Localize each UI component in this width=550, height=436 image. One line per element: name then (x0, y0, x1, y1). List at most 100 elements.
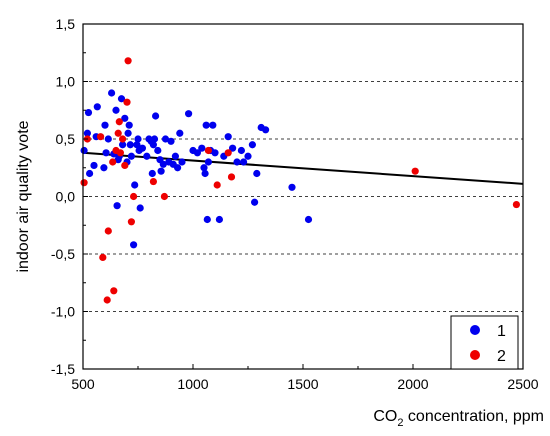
data-point-series-1 (178, 158, 186, 166)
data-point-series-1 (193, 149, 201, 157)
data-point-series-1 (202, 121, 210, 129)
legend-marker-series-2 (470, 350, 480, 360)
legend: 1 2 (450, 315, 519, 370)
data-point-series-1 (174, 164, 182, 172)
data-point-series-1 (233, 158, 241, 166)
data-point-series-2 (110, 287, 118, 295)
data-point-series-1 (104, 135, 112, 143)
x-axis-title: CO2 concentration, ppm (373, 408, 544, 429)
y-tick-label: 1,5 (56, 16, 76, 32)
data-point-series-1 (185, 110, 193, 118)
data-point-series-1 (150, 135, 159, 143)
data-point-series-1 (251, 198, 259, 206)
data-point-series-2 (213, 181, 221, 189)
data-point-series-2 (119, 135, 127, 143)
data-point-series-1 (244, 152, 252, 160)
data-point-series-1 (215, 215, 223, 224)
x-tick-label: 2500 (507, 376, 538, 392)
data-point-series-1 (136, 204, 144, 212)
data-point-series-2 (411, 167, 419, 175)
data-point-series-1 (149, 141, 157, 149)
data-point-series-2 (97, 133, 105, 141)
data-point-series-1 (125, 121, 133, 129)
data-point-series-1 (240, 158, 248, 166)
data-point-series-1 (304, 215, 313, 224)
legend-label-series-2: 2 (497, 348, 506, 365)
data-point-series-1 (134, 135, 142, 143)
data-point-series-1 (102, 149, 110, 157)
data-point-series-1 (248, 141, 256, 149)
data-point-series-1 (211, 149, 219, 157)
data-point-series-1 (203, 215, 211, 224)
data-point-series-1 (204, 158, 212, 166)
data-point-series-1 (138, 144, 146, 152)
data-point-series-1 (86, 169, 94, 178)
data-point-series-1 (262, 126, 270, 134)
legend-label-series-1: 1 (497, 323, 506, 340)
legend-marker-series-1 (470, 325, 480, 335)
data-point-series-1 (201, 169, 209, 178)
data-point-series-2 (130, 192, 138, 201)
data-point-series-2 (149, 177, 157, 186)
y-tick-label: 1,0 (56, 74, 76, 90)
data-point-series-2 (227, 173, 236, 181)
data-point-series-1 (288, 183, 296, 191)
data-point-series-1 (159, 160, 167, 168)
data-point-series-2 (99, 253, 107, 262)
data-point-series-2 (123, 98, 131, 106)
data-point-series-1 (84, 108, 93, 117)
data-point-series-1 (200, 164, 208, 172)
data-point-series-1 (157, 167, 165, 175)
data-point-series-2 (121, 161, 129, 170)
x-tick-label: 1000 (177, 376, 208, 392)
data-point-series-2 (104, 227, 112, 235)
data-point-series-1 (229, 144, 237, 152)
data-point-series-2 (127, 218, 135, 226)
data-point-series-2 (124, 57, 132, 65)
y-tick-label: -0,5 (51, 246, 75, 262)
data-point-series-2 (115, 118, 123, 126)
x-axis-title-rest: concentration, ppm (403, 408, 544, 425)
data-point-series-2 (224, 149, 232, 157)
x-axis-title-main: CO (373, 408, 397, 425)
data-point-series-1 (198, 144, 206, 152)
data-point-series-1 (126, 141, 134, 149)
y-axis-title: indoor air quality vote (15, 120, 32, 272)
y-tick-label: 0,0 (56, 189, 76, 205)
data-point-series-1 (224, 133, 232, 141)
data-point-series-1 (101, 121, 109, 129)
data-point-series-1 (127, 152, 135, 160)
x-tick-label: 500 (71, 376, 95, 392)
data-point-series-1 (171, 152, 179, 160)
data-point-series-1 (133, 141, 141, 149)
data-point-series-1 (209, 121, 217, 129)
data-point-series-1 (161, 135, 170, 143)
y-tick-label: -1,0 (51, 304, 75, 320)
trend-line-group (82, 151, 524, 185)
x-tick-label: 2000 (397, 376, 428, 392)
data-point-series-1 (167, 137, 175, 145)
data-point-series-1 (154, 146, 162, 155)
data-point-series-1 (124, 129, 132, 137)
axis-ticks: 500 1000 1500 2000 2500 -1,5 -1,0 -0,5 0,0 0,5 1,0… (51, 16, 539, 392)
data-point-series-1 (100, 164, 108, 172)
data-point-series-1 (113, 202, 121, 210)
data-point-series-1 (93, 103, 101, 111)
data-point-series-1 (80, 146, 88, 155)
x-tick-label: 1500 (287, 376, 318, 392)
data-point-series-1 (253, 169, 261, 178)
data-point-series-2 (103, 296, 111, 304)
data-point-series-1 (131, 181, 139, 189)
data-point-series-1 (121, 114, 129, 122)
data-point-series-2 (114, 129, 122, 137)
data-point-series-1 (143, 152, 151, 160)
legend-box (450, 315, 519, 370)
data-points (80, 57, 521, 304)
data-point-series-1 (108, 89, 116, 97)
data-point-series-2 (512, 200, 521, 209)
data-point-series-1 (119, 141, 127, 149)
data-point-series-1 (90, 161, 98, 170)
data-point-series-1 (112, 106, 120, 114)
data-point-series-2 (80, 179, 88, 187)
